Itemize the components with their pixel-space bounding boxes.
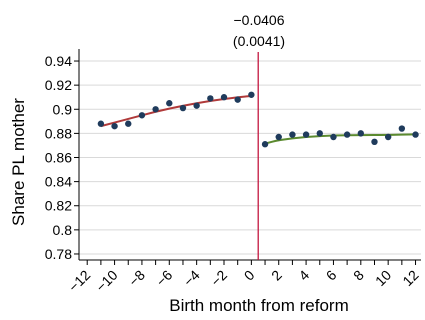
x-tick-label: −8	[125, 267, 148, 290]
x-tick-label: 12	[399, 267, 421, 289]
data-point	[138, 112, 146, 119]
x-tick-label: 6	[323, 267, 340, 284]
y-tick-label: 0.82	[45, 198, 72, 214]
data-point	[234, 96, 241, 103]
data-point	[316, 130, 323, 137]
data-point	[261, 141, 269, 148]
x-tick-label: 4	[295, 267, 312, 284]
data-point	[302, 131, 310, 138]
data-point	[357, 130, 365, 137]
data-point	[248, 91, 255, 98]
data-point	[97, 120, 105, 127]
data-point	[152, 106, 159, 113]
x-tick-label: −10	[93, 267, 121, 295]
x-tick-label: −4	[180, 267, 203, 290]
y-tick-label: 0.94	[45, 53, 72, 69]
y-tick-label: 0.86	[45, 150, 72, 166]
data-point	[193, 102, 200, 109]
data-point	[166, 100, 173, 107]
x-tick-labels: −12 −10 −8 −6 −4 −2 0 2 4 6 8 10 12	[65, 267, 422, 295]
x-tick-label: 2	[268, 267, 285, 284]
gridlines	[79, 60, 421, 255]
data-point	[125, 120, 132, 127]
data-point	[275, 133, 282, 141]
y-tick-label: 0.8	[53, 222, 73, 238]
y-axis-title: Share PL mother	[9, 98, 28, 226]
data-point	[207, 95, 214, 102]
fit-line-post-reform	[264, 133, 416, 145]
data-point	[220, 94, 228, 101]
data-points	[97, 91, 419, 148]
x-tick-label: 10	[372, 267, 394, 289]
data-point	[111, 122, 118, 130]
x-tick-label: −12	[65, 267, 93, 295]
data-point	[384, 133, 392, 141]
y-tick-label: 0.9	[53, 101, 73, 117]
data-point	[343, 131, 351, 138]
data-point	[398, 125, 406, 132]
x-axis-title: Birth month from reform	[169, 296, 349, 315]
data-point	[179, 104, 187, 112]
annotation-estimate: −0.0406	[234, 12, 285, 28]
x-tick-label: −6	[153, 267, 176, 290]
x-tick-label: −2	[208, 267, 231, 290]
y-tick-labels: 0.78 0.8 0.82 0.84 0.86 0.88 0.9 0.92 0.94	[45, 53, 72, 262]
data-point	[371, 138, 378, 146]
data-point	[330, 133, 337, 141]
y-tick-label: 0.84	[45, 174, 72, 190]
fit-line-pre-reform	[100, 95, 252, 128]
x-tick-label: 8	[350, 267, 367, 284]
data-point	[412, 131, 419, 138]
data-point	[289, 131, 296, 138]
axes	[74, 49, 421, 265]
annotation-standard-error: (0.0041)	[233, 33, 285, 49]
y-tick-label: 0.88	[45, 125, 72, 141]
x-tick-label: 0	[241, 267, 258, 284]
y-tick-label: 0.92	[45, 77, 72, 93]
y-tick-label: 0.78	[45, 246, 72, 262]
